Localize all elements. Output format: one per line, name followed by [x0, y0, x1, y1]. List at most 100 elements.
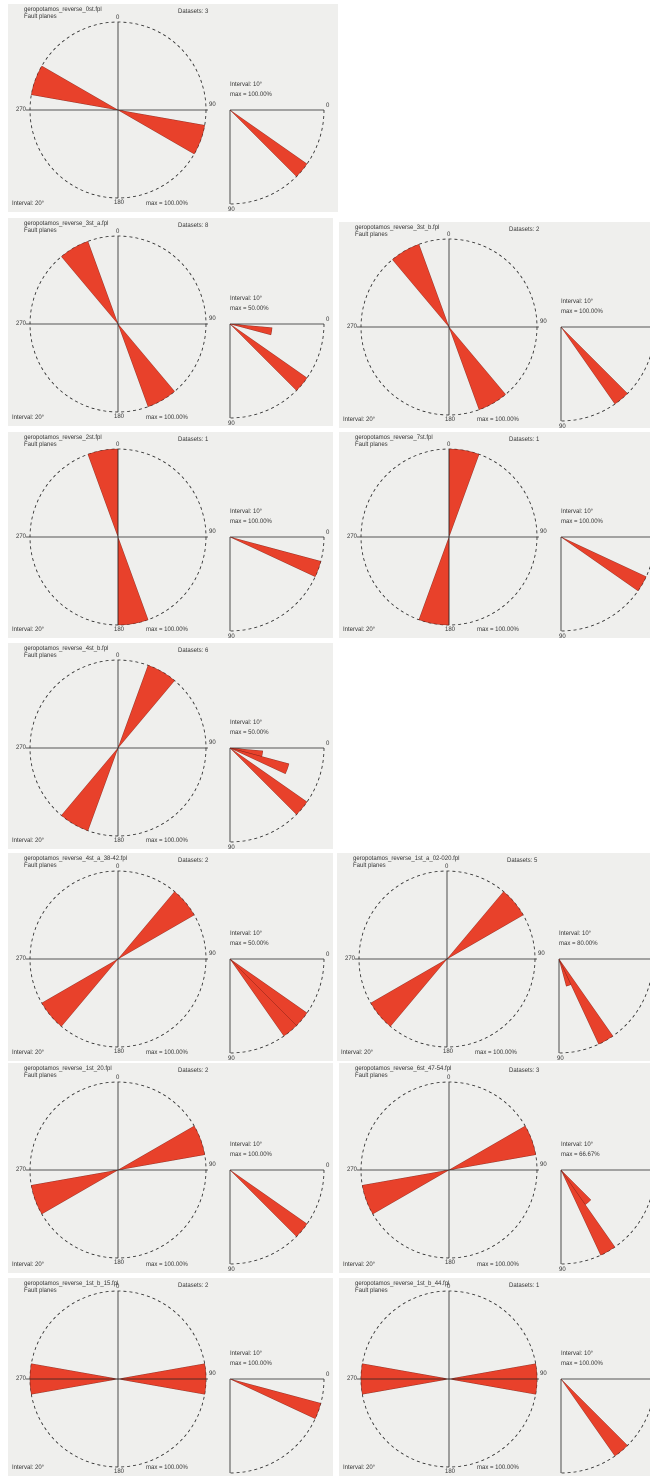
- panel-interval-dip: Interval: 10°: [230, 1351, 263, 1357]
- rose-petal: [61, 241, 119, 325]
- label-west: 270: [347, 1376, 358, 1382]
- dip-petal: [229, 323, 308, 391]
- rose-panel: geropotamos_reverse_2st.fpl Fault planes D…: [8, 432, 333, 638]
- panel-subtitle: Fault planes: [353, 863, 386, 869]
- panel-max-circle: max = 100.00%: [146, 201, 188, 207]
- label-south: 180: [114, 627, 125, 633]
- rose-panel-svg: [26, 659, 325, 843]
- panel-datasets: Datasets: 6: [178, 648, 209, 654]
- panel-interval-dip: Interval: 10°: [561, 509, 594, 515]
- panel-subtitle: Fault planes: [24, 228, 57, 234]
- label-west: 270: [16, 321, 27, 327]
- label-dip-90: 90: [557, 1056, 564, 1061]
- rose-panel-svg: [26, 870, 325, 1054]
- panel-interval-dip: Interval: 10°: [230, 931, 263, 937]
- dip-petal: [560, 326, 628, 405]
- label-dip-90: 90: [228, 1267, 235, 1273]
- panel-interval-dip: Interval: 10°: [230, 720, 263, 726]
- label-west: 270: [345, 956, 356, 962]
- rose-panel-svg: [26, 235, 325, 419]
- rose-panel-svg: [355, 870, 650, 1054]
- label-dip-0: 0: [326, 1372, 330, 1378]
- panel-max-dip: max = 50.00%: [230, 730, 269, 736]
- rose-panel: geropotamos_reverse_3st_a.fpl Fault plane…: [8, 218, 333, 426]
- dip-petal: [558, 958, 614, 1045]
- label-dip-0: 0: [326, 952, 330, 958]
- panel-filename: geropotamos_reverse_1st_a_02-020.fpl: [353, 856, 460, 862]
- panel-max-circle: max = 100.00%: [477, 1465, 519, 1471]
- rose-panel: geropotamos_reverse_1st_b_15.fpl Fault pl…: [8, 1278, 333, 1476]
- label-south: 180: [114, 414, 125, 420]
- label-west: 270: [347, 1167, 358, 1173]
- dip-arc: [229, 536, 325, 632]
- panel-subtitle: Fault planes: [355, 1288, 388, 1294]
- rose-petal: [31, 1169, 119, 1215]
- label-west: 270: [16, 1167, 27, 1173]
- dip-petal: [229, 109, 308, 177]
- label-south: 180: [445, 1469, 456, 1475]
- panel-datasets: Datasets: 1: [509, 1283, 540, 1289]
- label-south: 180: [114, 1469, 125, 1475]
- panel-interval-circle: Interval: 20°: [12, 627, 45, 633]
- panel-interval-circle: Interval: 20°: [12, 1050, 45, 1056]
- dip-petal: [229, 958, 308, 1026]
- panel-datasets: Datasets: 2: [178, 858, 209, 864]
- rose-panel: geropotamos_reverse_3st_b.fpl Fault plane…: [339, 222, 650, 428]
- rose-panel: geropotamos_reverse_1st_a_02-020.fpl Faul…: [337, 853, 650, 1061]
- rose-panel-svg: [357, 238, 650, 422]
- dip-petal: [229, 323, 273, 336]
- label-east: 90: [209, 1162, 216, 1168]
- dip-arc: [560, 1198, 650, 1265]
- panel-interval-dip: Interval: 10°: [230, 509, 263, 515]
- label-dip-90: 90: [228, 207, 235, 212]
- dip-petal: [229, 1169, 308, 1237]
- label-north: 0: [447, 442, 451, 448]
- rose-petal: [117, 536, 149, 626]
- label-west: 270: [347, 534, 358, 540]
- panel-max-dip: max = 100.00%: [561, 309, 603, 315]
- label-south: 180: [445, 627, 456, 633]
- panel-filename: geropotamos_reverse_1st_b_15.fpl: [24, 1281, 119, 1287]
- dip-petal: [229, 1378, 322, 1419]
- rose-panel-svg: [26, 448, 325, 632]
- dip-petal: [229, 958, 297, 1037]
- rose-panel: geropotamos_reverse_1st_20.fpl Fault plan…: [8, 1063, 333, 1273]
- panel-filename: geropotamos_reverse_1st_20.fpl: [24, 1066, 112, 1072]
- label-dip-90: 90: [228, 634, 235, 638]
- panel-max-circle: max = 100.00%: [146, 1465, 188, 1471]
- rose-panel-svg: [357, 448, 650, 632]
- panel-subtitle: Fault planes: [355, 442, 388, 448]
- label-dip-90: 90: [559, 634, 566, 638]
- rose-panel-svg: [26, 1081, 325, 1265]
- dip-petal: [229, 747, 290, 775]
- rose-petal: [448, 448, 480, 538]
- rose-petal: [448, 326, 506, 410]
- dip-arc: [558, 980, 650, 1054]
- panel-max-circle: max = 100.00%: [146, 415, 188, 421]
- label-east: 90: [209, 529, 216, 535]
- rose-petal: [117, 1125, 205, 1171]
- label-north: 0: [116, 1284, 120, 1290]
- rose-petal: [41, 958, 119, 1027]
- label-east: 90: [540, 529, 547, 535]
- label-east: 90: [209, 102, 216, 108]
- label-west: 270: [16, 534, 27, 540]
- rose-petal: [370, 958, 448, 1027]
- label-north: 0: [447, 232, 451, 238]
- panel-subtitle: Fault planes: [355, 1073, 388, 1079]
- label-dip-90: 90: [228, 845, 235, 849]
- panel-max-dip: max = 80.00%: [559, 941, 598, 947]
- label-north: 0: [445, 864, 449, 870]
- rose-petal: [392, 244, 450, 328]
- label-south: 180: [443, 1049, 454, 1055]
- panel-interval-dip: Interval: 10°: [230, 1142, 263, 1148]
- label-south: 180: [114, 200, 125, 206]
- label-north: 0: [116, 653, 120, 659]
- label-west: 270: [16, 745, 27, 751]
- rose-petal: [87, 448, 119, 538]
- panel-filename: geropotamos_reverse_0st.fpl: [24, 7, 102, 13]
- label-north: 0: [116, 15, 120, 21]
- panel-interval-dip: Interval: 10°: [561, 299, 594, 305]
- label-north: 0: [116, 442, 120, 448]
- label-west: 270: [347, 324, 358, 330]
